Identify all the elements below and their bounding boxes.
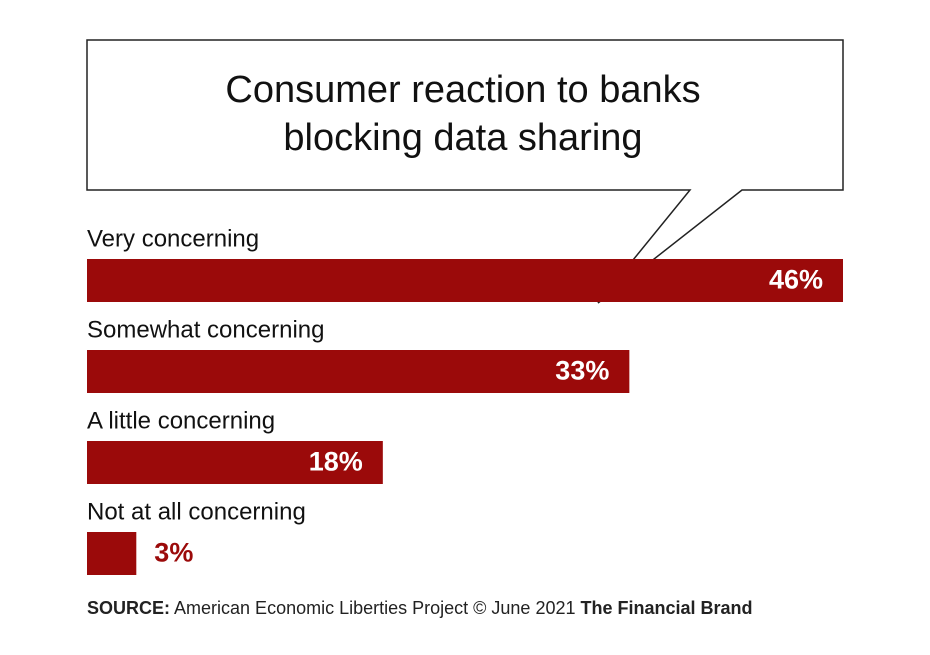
source-label: SOURCE: xyxy=(87,598,171,618)
source: SOURCE: American Economic Liberties Proj… xyxy=(87,598,753,619)
chart-title: Consumer reaction to banks blocking data… xyxy=(225,69,701,159)
value-label: 3% xyxy=(154,538,193,568)
category-label: A little concerning xyxy=(87,407,275,434)
bar xyxy=(87,350,630,393)
value-label: 33% xyxy=(555,356,609,386)
category-label: Very concerning xyxy=(87,225,259,252)
source-text: American Economic Liberties Project © Ju… xyxy=(174,598,576,618)
category-label: Not at all concerning xyxy=(87,498,306,525)
speech-bubble xyxy=(86,39,844,304)
category-label: Somewhat concerning xyxy=(87,316,324,343)
value-label: 46% xyxy=(769,265,823,295)
bar xyxy=(87,532,137,575)
value-label: 18% xyxy=(309,447,363,477)
bar xyxy=(87,259,843,302)
brand: The Financial Brand xyxy=(580,598,753,618)
bar xyxy=(87,441,383,484)
